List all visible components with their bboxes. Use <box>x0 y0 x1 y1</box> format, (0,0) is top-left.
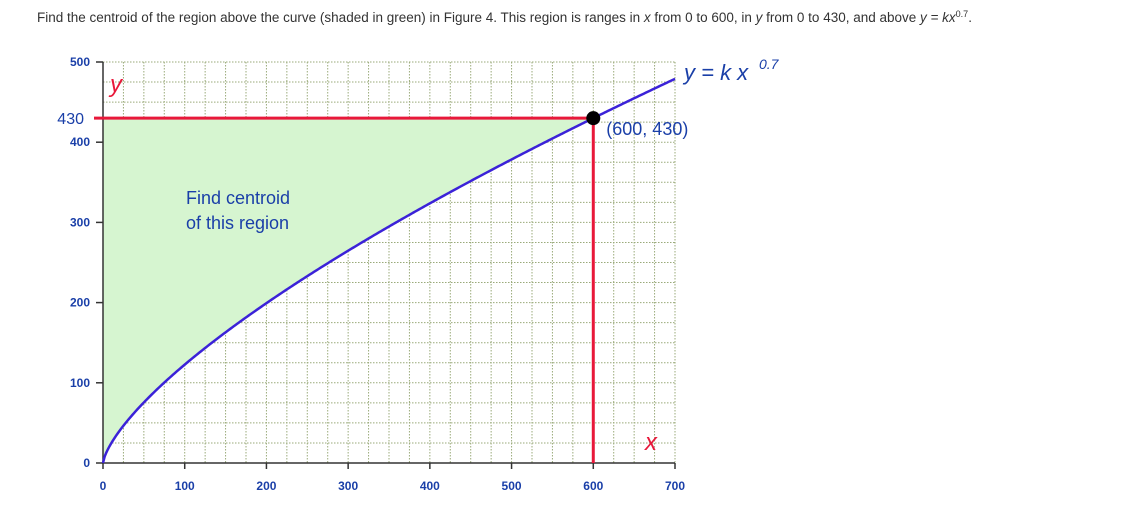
tick-labels: 0 100 200 300 400 500 600 700 0 100 200 300 400 500 <box>70 55 685 493</box>
y-highlight-label: 430 <box>57 111 84 128</box>
var-x: x <box>643 10 651 25</box>
y-tick-label: 100 <box>70 376 90 390</box>
region-label-line1: Find centroid <box>186 188 290 208</box>
shaded-region <box>103 118 594 463</box>
problem-statement: Find the centroid of the region above th… <box>37 9 972 25</box>
curve-line <box>101 77 676 464</box>
y-tick-label: 400 <box>70 135 90 149</box>
y-axis-letter: y <box>108 71 124 98</box>
x-tick-label: 600 <box>583 479 603 493</box>
region-label-line2: of this region <box>186 213 289 233</box>
point-label: (600, 430) <box>606 119 688 139</box>
curve-equation-exponent: 0.7 <box>759 56 780 72</box>
equation-exponent: 0.7 <box>955 9 969 19</box>
x-tick-label: 500 <box>502 479 522 493</box>
point-marker <box>586 111 601 126</box>
x-tick-label: 200 <box>256 479 276 493</box>
x-tick-label: 300 <box>338 479 358 493</box>
x-tick-label: 0 <box>100 479 107 493</box>
axes <box>96 61 676 469</box>
x-tick-label: 400 <box>420 479 440 493</box>
x-axis-letter: x <box>644 429 658 456</box>
y-tick-label: 300 <box>70 215 90 229</box>
x-tick-label: 100 <box>175 479 195 493</box>
x-tick-label: 700 <box>665 479 685 493</box>
equation-text: y = kx <box>920 10 956 25</box>
y-tick-label: 0 <box>83 456 90 470</box>
var-y: y <box>755 10 763 25</box>
curve-equation-label: y = k x <box>682 60 749 85</box>
y-tick-label: 200 <box>70 296 90 310</box>
y-tick-label: 500 <box>70 55 90 69</box>
